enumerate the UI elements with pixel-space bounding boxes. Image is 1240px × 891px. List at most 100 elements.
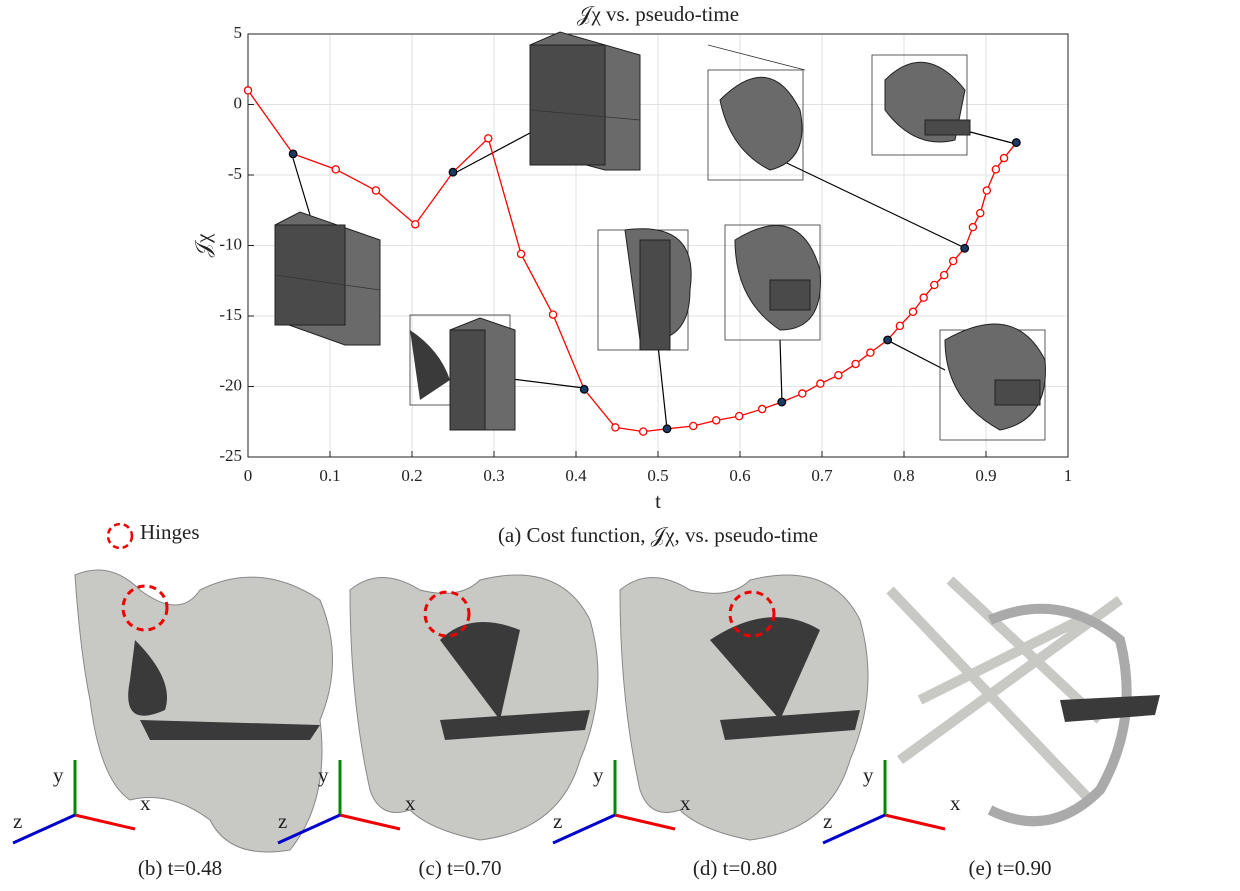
point (883, 335, 892, 345)
point (484, 134, 493, 143)
x-tick-label: 0.4 (565, 466, 587, 485)
triad-label: x (950, 791, 961, 815)
point (243, 86, 253, 95)
x-tick-label: 0.5 (647, 466, 668, 485)
point (662, 424, 672, 434)
triad-label: z (13, 809, 22, 833)
panel-caption: (d) t=0.80 (693, 856, 777, 880)
triad-z (822, 813, 886, 845)
figure-caption: (a) Cost function, 𝒥χ, vs. pseudo-time (498, 523, 818, 547)
hinge-marker (728, 590, 776, 638)
point (757, 404, 767, 414)
point (960, 243, 970, 253)
triad-label: z (553, 809, 562, 833)
point (866, 348, 875, 357)
x-tick-label: 0 (244, 466, 253, 485)
triad-label: x (680, 791, 691, 815)
point (968, 222, 978, 232)
inset-renderings (274, 31, 1046, 441)
connector (779, 339, 783, 403)
inset (409, 314, 516, 431)
panel-caption: (e) t=0.90 (969, 856, 1052, 880)
point (1011, 138, 1021, 147)
point (611, 423, 620, 432)
triad-x (74, 813, 136, 831)
plot-frame (247, 33, 1069, 458)
triad-label: y (863, 763, 874, 787)
hinges-legend-icon (106, 522, 134, 550)
hinges-label: Hinges (140, 520, 200, 544)
point (982, 186, 992, 195)
point (939, 270, 949, 280)
point (816, 379, 825, 388)
point (999, 153, 1009, 163)
triad-label: x (140, 791, 151, 815)
triad-z (277, 813, 341, 845)
panel-caption: (b) t=0.48 (138, 856, 222, 880)
point (411, 220, 420, 229)
connector (886, 339, 946, 371)
panel (74, 569, 333, 853)
inset (871, 54, 971, 156)
triad-z (552, 813, 616, 845)
inset (707, 44, 806, 181)
inset (939, 323, 1046, 441)
connector (769, 154, 966, 249)
point (948, 256, 958, 266)
panel-caption: (c) t=0.70 (419, 856, 502, 880)
x-tick-label: 0.8 (893, 466, 914, 485)
triad-label: y (53, 763, 64, 787)
point (371, 186, 381, 195)
point (976, 208, 985, 218)
y-tick-label: -10 (219, 234, 242, 253)
x-tick-label: 0.2 (401, 466, 422, 485)
hinge-marker (423, 590, 471, 638)
inset (529, 31, 641, 171)
x-tick-label: 0.9 (975, 466, 996, 485)
point (331, 165, 340, 174)
point (516, 249, 526, 259)
point (711, 416, 721, 425)
y-tick-label: 0 (234, 93, 243, 112)
y-tick-label: -5 (228, 164, 242, 183)
x-axis-label: t (655, 489, 661, 513)
y-tick-label: -20 (219, 375, 242, 394)
panel (886, 576, 1160, 827)
triad-label: y (593, 763, 604, 787)
point (734, 411, 744, 421)
x-tick-label: 1 (1064, 466, 1073, 485)
x-tick-label: 0.1 (319, 466, 340, 485)
point (448, 167, 458, 177)
panel (349, 574, 599, 841)
point (834, 370, 843, 380)
connector (657, 344, 668, 430)
point (548, 310, 558, 319)
triad-label: z (278, 809, 287, 833)
triad-x (884, 813, 946, 831)
triad-label: z (823, 809, 832, 833)
connector (291, 154, 311, 216)
point (689, 421, 698, 431)
y-tick-label: -25 (219, 446, 242, 465)
x-tick-label: 0.6 (729, 466, 750, 485)
inset (724, 224, 821, 341)
y-axis-label: 𝒥χ (191, 233, 215, 257)
panel (619, 574, 869, 841)
point (798, 389, 807, 398)
x-tick-label: 0.3 (483, 466, 504, 485)
triad-z (12, 813, 76, 845)
x-tick-label: 0.7 (811, 466, 833, 485)
y-tick-label: -15 (219, 305, 242, 324)
point (288, 149, 298, 159)
point (777, 397, 787, 407)
point (851, 359, 860, 369)
point (908, 307, 918, 317)
point (895, 321, 905, 331)
triad-x (614, 813, 676, 831)
chart-title: 𝒥χ vs. pseudo-time (577, 2, 739, 26)
inset (597, 228, 692, 351)
triad-label: x (405, 791, 416, 815)
point (579, 384, 589, 394)
